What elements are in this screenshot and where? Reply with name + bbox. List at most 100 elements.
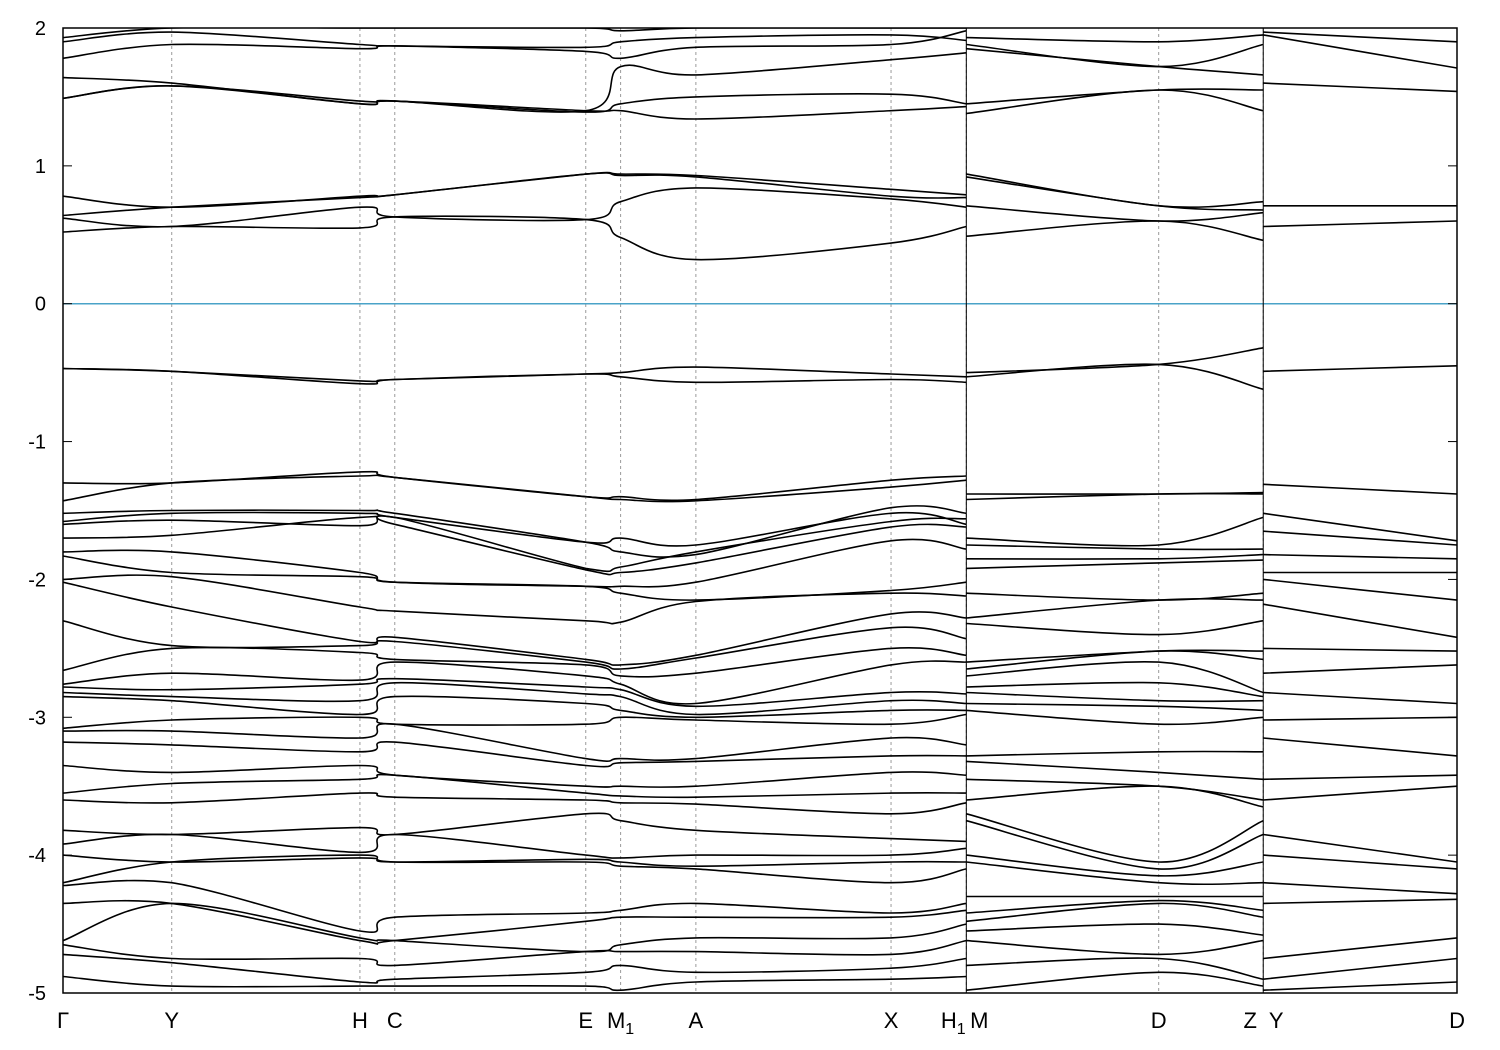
band-line	[63, 470, 967, 502]
band-line	[63, 953, 967, 984]
band-line	[1263, 881, 1457, 895]
band-line	[966, 861, 1264, 886]
band-line	[1263, 530, 1457, 546]
band-line	[63, 902, 967, 953]
kpoint-label: M	[970, 1008, 988, 1033]
band-line	[966, 544, 1264, 551]
band-line	[966, 559, 1264, 570]
band-line	[1263, 34, 1457, 69]
band-line	[1263, 957, 1457, 980]
band-line	[966, 939, 1264, 956]
band-line	[966, 750, 1264, 757]
band-line	[63, 792, 967, 815]
band-line	[966, 760, 1264, 781]
band-line	[63, 366, 967, 383]
band-line	[1263, 578, 1457, 601]
band-line	[966, 650, 1264, 670]
band-line	[966, 854, 1264, 877]
band-line	[966, 709, 1264, 726]
band-line	[1263, 854, 1457, 870]
kpoint-label: E	[578, 1008, 593, 1033]
kpoint-label: Z	[1244, 1008, 1257, 1033]
band-line	[966, 660, 1264, 694]
kpoint-label: X	[884, 1008, 899, 1033]
band-line	[63, 879, 967, 933]
band-line	[966, 778, 1264, 801]
band-line	[1263, 833, 1457, 863]
band-line	[63, 581, 967, 666]
y-tick-label: -3	[28, 707, 46, 729]
band-line	[1263, 483, 1457, 495]
band-line	[966, 492, 1264, 501]
band-line	[966, 902, 1264, 923]
kpoint-label: Γ	[57, 1008, 69, 1033]
kpoint-label: Y	[1269, 1008, 1284, 1033]
plot-frame	[62, 27, 1458, 994]
band-line	[966, 88, 1264, 105]
band-line	[63, 474, 967, 503]
band-line	[63, 30, 967, 60]
band-line	[966, 702, 1264, 712]
band-line	[966, 649, 1264, 663]
band-line	[1263, 898, 1457, 905]
band-line	[966, 173, 1264, 208]
band-line	[63, 187, 967, 228]
kpoint-label: C	[387, 1008, 403, 1033]
band-line	[1263, 31, 1457, 43]
kpoint-label: A	[689, 1008, 704, 1033]
band-line	[966, 819, 1264, 870]
band-line	[63, 764, 967, 789]
band-line	[966, 205, 1264, 222]
band-line	[966, 923, 1264, 936]
band-line	[63, 515, 967, 576]
band-line	[966, 785, 1264, 808]
band-line	[63, 773, 967, 799]
band-line	[1263, 691, 1457, 705]
y-tick-label: 1	[35, 156, 46, 178]
band-line	[966, 176, 1264, 211]
band-line	[1263, 365, 1457, 373]
band-line	[63, 511, 967, 547]
band-line	[63, 31, 967, 49]
kpoint-label: Y	[164, 1008, 179, 1033]
band-line	[966, 597, 1264, 619]
band-line	[1263, 937, 1457, 960]
band-line	[63, 367, 967, 385]
band-line	[966, 620, 1264, 636]
band-line	[63, 975, 967, 992]
band-line	[63, 899, 967, 945]
band-line	[966, 681, 1264, 698]
band-line	[63, 740, 967, 768]
band-line	[966, 813, 1264, 863]
band-line	[966, 220, 1264, 242]
band-line	[63, 646, 967, 678]
band-line	[1263, 785, 1457, 801]
kpoint-label: D	[1449, 1008, 1465, 1033]
band-line	[966, 347, 1264, 374]
band-line	[63, 574, 967, 625]
band-line	[966, 971, 1264, 991]
band-line	[1263, 774, 1457, 781]
y-tick-label: -1	[28, 432, 46, 454]
band-line	[63, 939, 967, 967]
band-line	[966, 691, 1264, 703]
band-line	[63, 660, 967, 705]
band-line	[1263, 603, 1457, 639]
band-line	[63, 854, 967, 867]
band-line	[966, 34, 1264, 43]
band-line	[966, 89, 1264, 115]
band-line	[1263, 981, 1457, 991]
band-line	[63, 172, 967, 217]
kpoint-label: H1	[941, 1008, 966, 1038]
kpoint-label: M1	[607, 1008, 634, 1038]
band-line	[63, 681, 967, 716]
band-line	[63, 695, 967, 719]
band-line	[63, 722, 967, 762]
band-line	[63, 854, 967, 884]
y-axis: -5 -4 -3 -2 -1 0 1 2	[28, 18, 1457, 1005]
band-line	[966, 47, 1264, 76]
y-tick-label: -2	[28, 569, 46, 591]
band-line	[63, 85, 967, 120]
band-line	[63, 677, 967, 708]
